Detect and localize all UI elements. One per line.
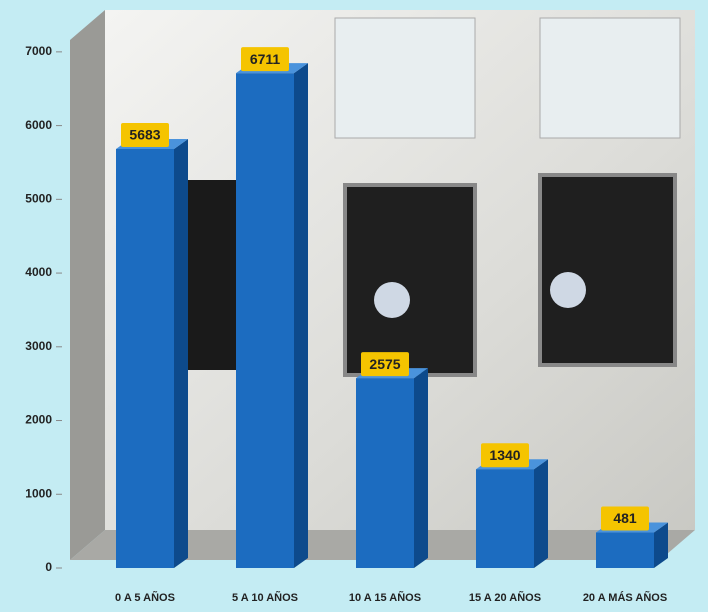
y-tick-label: 6000 bbox=[25, 118, 52, 132]
y-tick-label: 7000 bbox=[25, 44, 52, 58]
y-tick-label: 2000 bbox=[25, 413, 52, 427]
value-label-box bbox=[601, 506, 649, 531]
value-label-box bbox=[241, 47, 289, 72]
x-tick-label: 5 A 10 AÑOS bbox=[232, 591, 298, 604]
value-label: 5683 bbox=[129, 127, 160, 143]
bar-side bbox=[654, 522, 668, 568]
x-tick-label: 10 A 15 AÑOS bbox=[349, 591, 421, 604]
y-tick-label: 4000 bbox=[25, 265, 52, 279]
bar-side bbox=[534, 459, 548, 568]
meter-dial bbox=[374, 282, 410, 318]
meter-pit bbox=[538, 173, 677, 367]
x-tick-label: 0 A 5 AÑOS bbox=[115, 591, 175, 604]
lid bbox=[539, 17, 681, 139]
value-label: 481 bbox=[613, 510, 637, 526]
value-label: 2575 bbox=[369, 356, 400, 372]
bar-side bbox=[294, 63, 308, 568]
meter-pit bbox=[343, 183, 477, 377]
bar-side bbox=[174, 138, 188, 569]
value-label-box bbox=[121, 122, 169, 147]
y-tick-label: 0 bbox=[45, 560, 52, 574]
x-tick-label: 20 A MÁS AÑOS bbox=[583, 591, 667, 604]
bar bbox=[356, 378, 414, 568]
side-wall bbox=[70, 10, 105, 560]
lid bbox=[334, 17, 476, 139]
y-tick-label: 3000 bbox=[25, 339, 52, 353]
bar bbox=[476, 469, 534, 568]
bar bbox=[236, 73, 294, 568]
bar bbox=[116, 148, 174, 569]
bar-side bbox=[414, 368, 428, 568]
value-label-box bbox=[481, 443, 529, 468]
y-tick-label: 1000 bbox=[25, 486, 52, 500]
meter-dial bbox=[550, 272, 586, 308]
y-tick-label: 5000 bbox=[25, 192, 52, 206]
value-label: 1340 bbox=[489, 447, 520, 463]
value-label: 6711 bbox=[250, 51, 281, 67]
value-label-box bbox=[361, 352, 409, 377]
x-tick-label: 15 A 20 AÑOS bbox=[469, 591, 541, 604]
bar bbox=[596, 532, 654, 568]
